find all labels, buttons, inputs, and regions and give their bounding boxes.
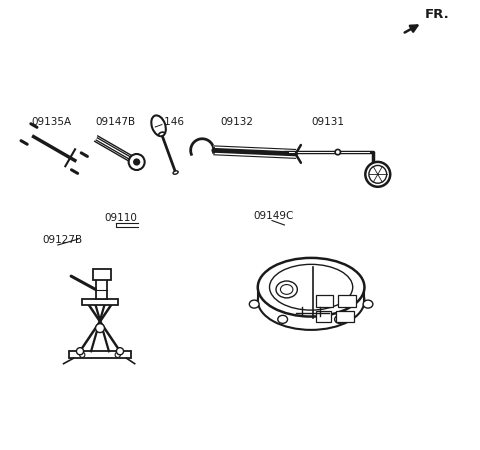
Ellipse shape — [249, 300, 259, 308]
FancyBboxPatch shape — [338, 295, 356, 307]
Circle shape — [117, 348, 123, 355]
Circle shape — [129, 154, 144, 170]
Ellipse shape — [158, 132, 165, 136]
Text: 09135A: 09135A — [31, 117, 71, 127]
Circle shape — [96, 324, 105, 333]
Text: 09127B: 09127B — [42, 235, 83, 245]
Text: 09147B: 09147B — [96, 117, 136, 127]
FancyBboxPatch shape — [336, 311, 354, 322]
Text: 09110: 09110 — [105, 213, 137, 223]
Text: 09149C: 09149C — [253, 211, 294, 220]
Ellipse shape — [269, 264, 353, 310]
Circle shape — [76, 348, 84, 355]
FancyBboxPatch shape — [69, 351, 131, 358]
Text: 09146: 09146 — [151, 117, 184, 127]
FancyBboxPatch shape — [82, 299, 118, 305]
Ellipse shape — [258, 258, 364, 316]
Ellipse shape — [278, 285, 288, 293]
Ellipse shape — [343, 287, 353, 295]
Ellipse shape — [258, 271, 364, 330]
Ellipse shape — [280, 284, 293, 294]
Circle shape — [133, 158, 140, 166]
Ellipse shape — [151, 115, 166, 136]
Ellipse shape — [278, 315, 288, 324]
Circle shape — [115, 352, 120, 357]
Text: FR.: FR. — [424, 9, 449, 22]
Text: 09132: 09132 — [220, 117, 253, 127]
FancyBboxPatch shape — [315, 295, 333, 307]
Circle shape — [369, 166, 387, 183]
Text: 09131: 09131 — [311, 117, 344, 127]
FancyBboxPatch shape — [96, 278, 107, 299]
Ellipse shape — [173, 171, 178, 174]
Circle shape — [80, 352, 85, 357]
FancyBboxPatch shape — [315, 311, 331, 322]
Ellipse shape — [335, 315, 345, 324]
Circle shape — [365, 162, 390, 187]
Ellipse shape — [363, 300, 373, 308]
FancyBboxPatch shape — [93, 269, 111, 279]
Circle shape — [335, 149, 340, 155]
Ellipse shape — [276, 281, 297, 298]
